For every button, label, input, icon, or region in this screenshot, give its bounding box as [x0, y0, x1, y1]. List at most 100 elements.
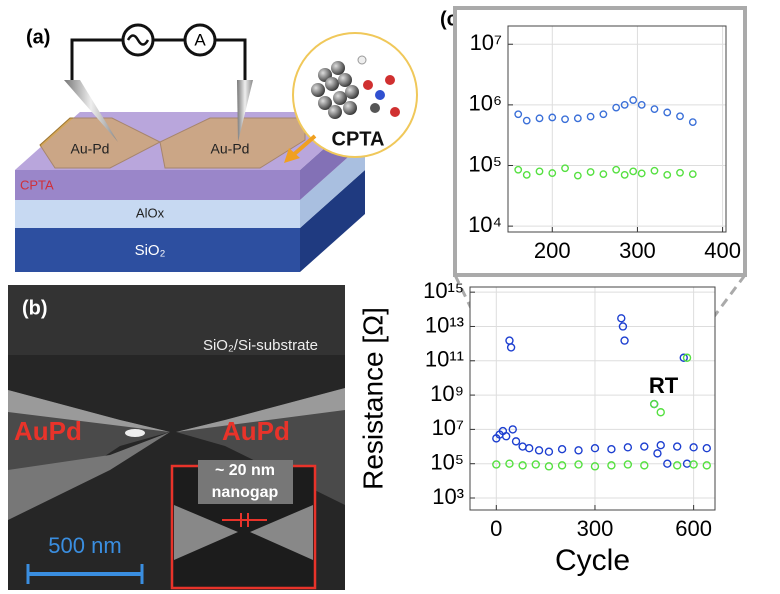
data-point: [663, 108, 672, 117]
data-point: [599, 110, 608, 119]
x-tick-label: 0: [490, 516, 502, 541]
gap-label-box: [198, 460, 293, 504]
data-point: [629, 96, 638, 104]
molecule-label: CPTA: [332, 128, 385, 150]
y-tick-label: 10³: [432, 484, 464, 509]
sio2-side: [300, 170, 365, 272]
alox-side: [300, 142, 365, 228]
data-point: [612, 165, 621, 174]
data-point: [688, 118, 697, 126]
sem-highlight: [125, 429, 145, 437]
data-point: [682, 353, 692, 362]
data-point: [586, 112, 595, 121]
electrode: [39, 117, 162, 169]
data-point: [689, 443, 698, 452]
data-point: [623, 443, 633, 452]
layer-label: AlOx: [136, 205, 165, 220]
x-tick-label: 600: [675, 516, 712, 541]
x-tick-label: 300: [577, 516, 614, 541]
data-point: [637, 100, 646, 109]
panel-label: (a): [26, 26, 50, 48]
data-point: [637, 169, 646, 178]
sem-edge: [176, 388, 345, 432]
data-point: [506, 343, 516, 352]
arrow: [290, 134, 317, 158]
data-point: [514, 165, 523, 174]
data-point: [702, 444, 711, 453]
sem-substrate: [8, 285, 345, 355]
data-point: [599, 170, 608, 179]
data-point: [618, 322, 628, 331]
data-point: [505, 459, 514, 468]
data-point: [548, 169, 557, 177]
data-point: [688, 170, 697, 179]
y-tick-label: 10⁶: [468, 91, 502, 116]
gap-label: ~ 20 nm: [215, 462, 275, 479]
y-axis-label: Resistance [Ω]: [357, 307, 388, 490]
scale-bar-label: 500 nm: [48, 533, 121, 558]
data-point: [672, 461, 682, 470]
data-point: [544, 447, 554, 456]
molecule: [311, 55, 400, 119]
data-point: [561, 164, 569, 173]
probe-tip: [64, 80, 118, 142]
data-point: [640, 461, 649, 470]
electrode-label: Au-Pd: [71, 141, 110, 157]
data-point: [557, 461, 567, 470]
data-point: [612, 103, 621, 112]
gap-label: nanogap: [212, 484, 279, 501]
electrode-label: AuPd: [14, 416, 82, 446]
data-point: [650, 166, 659, 175]
data-point: [629, 167, 638, 176]
data-point: [544, 462, 554, 471]
data-point: [607, 461, 616, 470]
data-point: [524, 444, 534, 453]
sem-edge: [8, 432, 170, 520]
y-tick-label: 10⁹: [430, 381, 464, 406]
inset-electrode: [250, 505, 313, 560]
x-tick-label: 200: [534, 238, 571, 263]
data-point: [574, 460, 583, 469]
data-point: [522, 170, 531, 179]
data-point: [656, 408, 665, 417]
data-point: [620, 100, 629, 109]
x-tick-label: 400: [704, 238, 741, 263]
probe-tip: [237, 80, 253, 142]
data-point: [573, 114, 582, 123]
cpta-overlay: [15, 112, 365, 170]
data-point: [649, 399, 659, 409]
y-tick-label: 10⁵: [430, 450, 464, 475]
data-point: [620, 170, 629, 179]
y-tick-label: 10¹⁵: [423, 278, 464, 303]
plot-border: [507, 25, 727, 233]
data-point: [640, 442, 649, 451]
data-point: [617, 314, 626, 323]
y-tick-label: 10¹³: [425, 312, 464, 337]
data-point: [590, 462, 600, 471]
plot-area: [470, 287, 715, 510]
data-point: [508, 425, 517, 434]
data-point: [590, 444, 600, 453]
plot-area: [508, 26, 726, 232]
data-point: [534, 446, 544, 455]
data-point: [676, 112, 684, 121]
circuit-wire: [70, 38, 247, 80]
data-point: [689, 460, 698, 469]
data-point: [535, 114, 544, 123]
ac-symbol: [126, 34, 150, 46]
data-point: [557, 445, 567, 454]
data-point: [702, 461, 711, 470]
data-point: [607, 445, 616, 454]
data-point: [653, 449, 662, 458]
electrode-label: AuPd: [222, 416, 290, 446]
y-tick-label: 10⁷: [470, 30, 502, 55]
y-tick-label: 10¹¹: [425, 347, 464, 372]
data-point: [573, 171, 582, 180]
layer-label: CPTA: [20, 177, 54, 192]
sem-image: (b) SiO₂/Si-substrate AuPd AuPd ~ 20 nm …: [8, 285, 345, 590]
data-point: [492, 460, 501, 469]
data-point: [514, 110, 523, 119]
data-point: [535, 167, 544, 176]
electrode-label: Au-Pd: [211, 141, 250, 157]
